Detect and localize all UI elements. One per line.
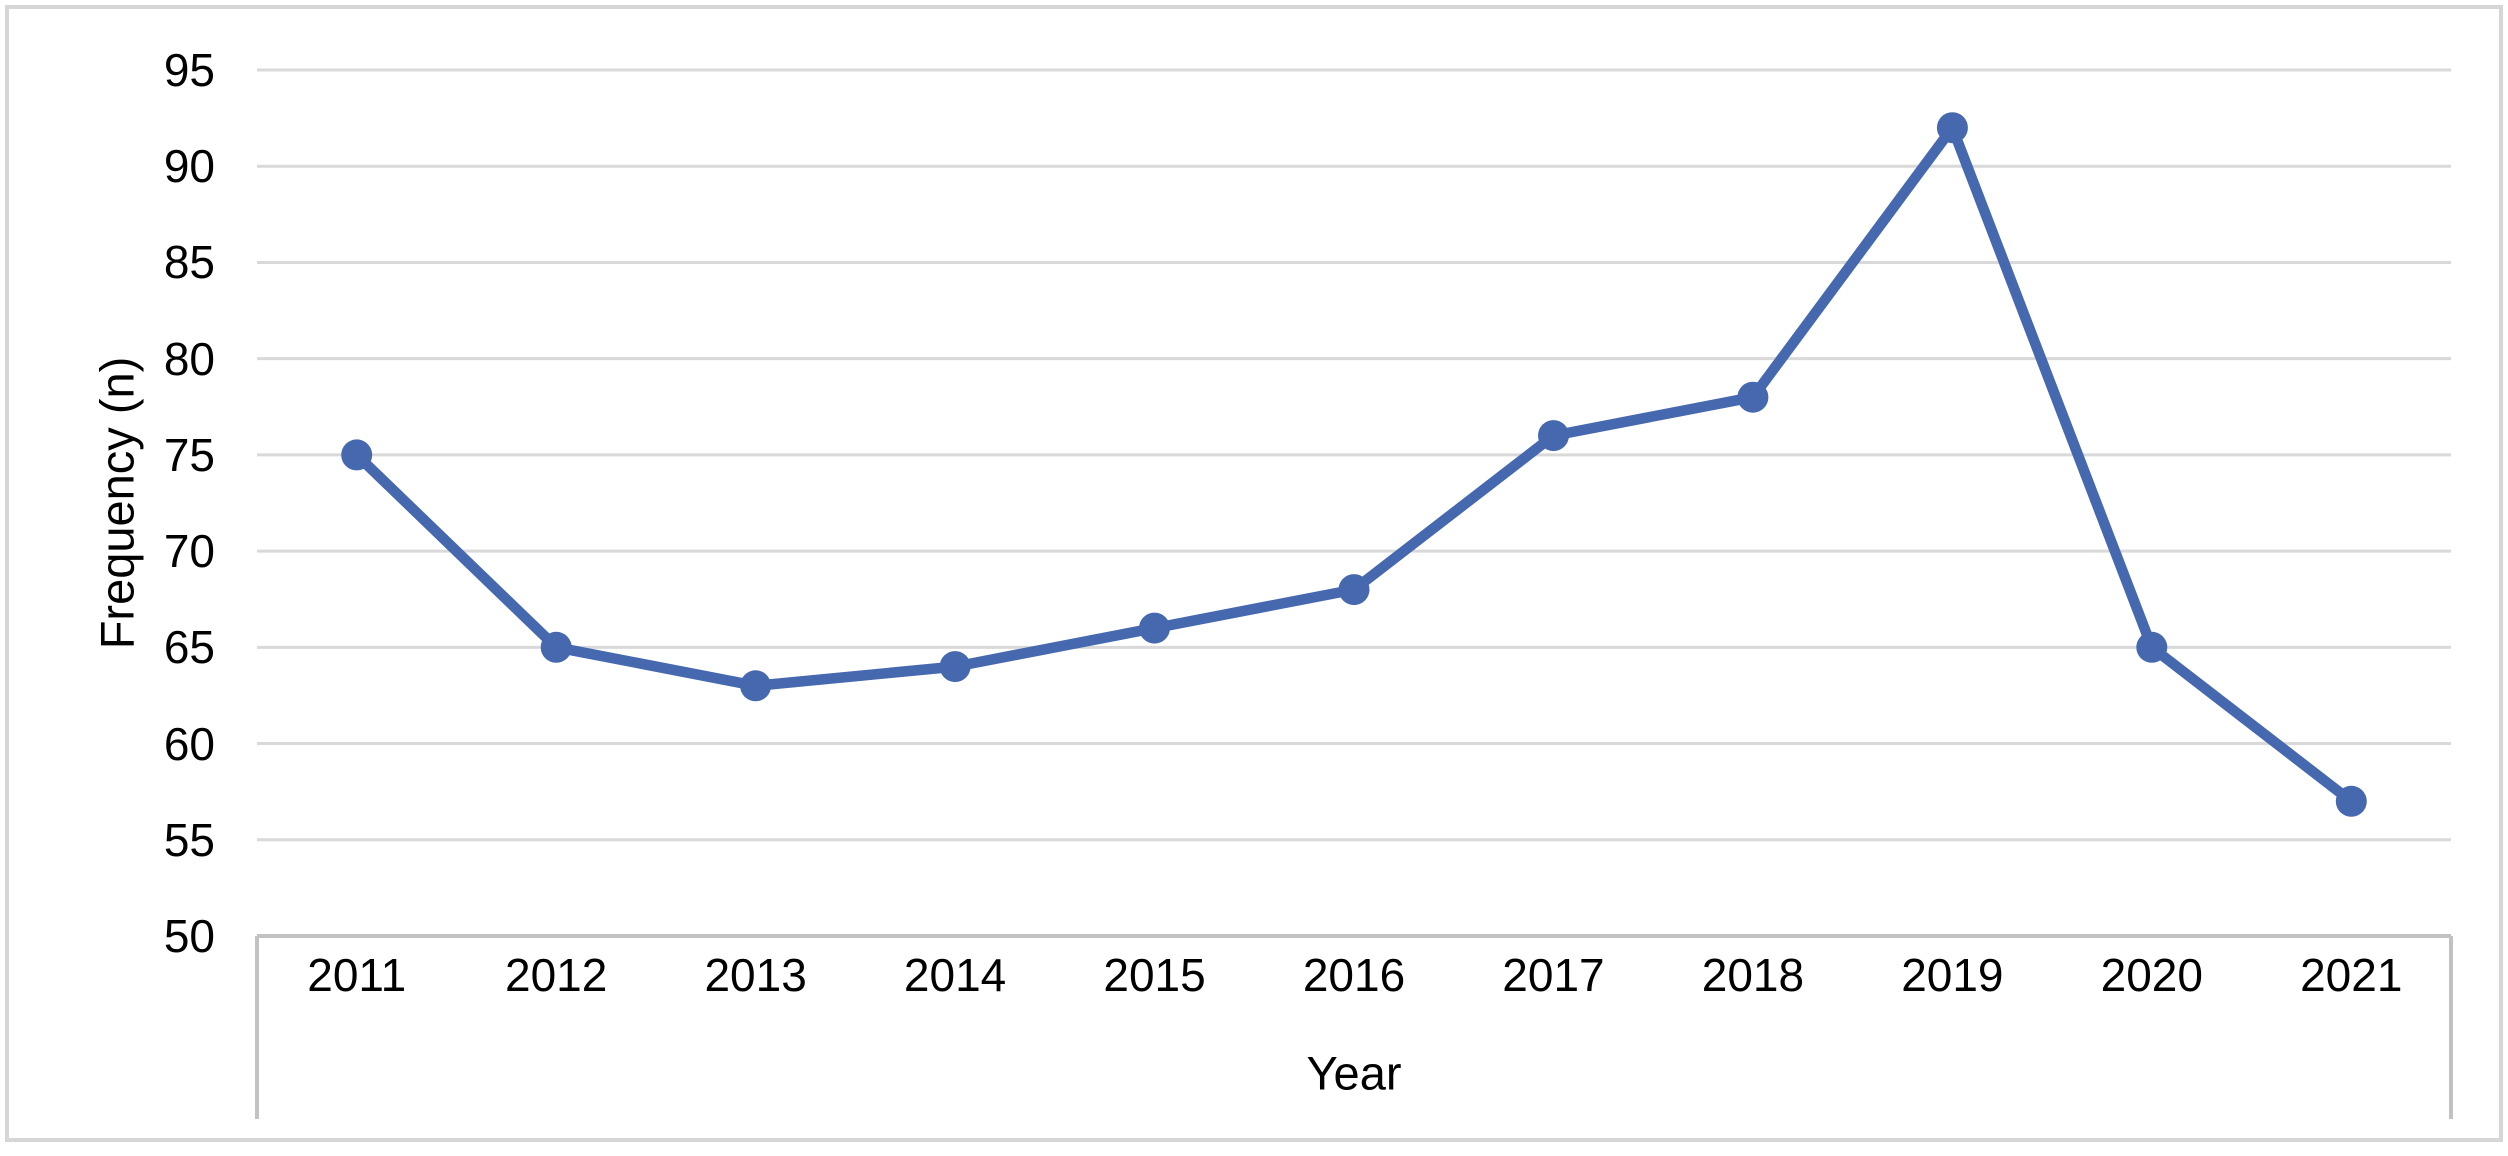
x-axis-tick-label: 2011 [307,949,407,1001]
x-axis-tick-label: 2012 [505,949,608,1001]
y-axis-tick-label: 75 [163,428,215,481]
data-point-marker [1936,112,1968,144]
axis-end-ticks [255,936,2453,1119]
y-axis-title: Frequency (n) [90,356,144,650]
x-axis-tick-label: 2017 [1502,949,1605,1001]
x-axis-tick-label: 2014 [903,949,1007,1001]
x-axis-tick-label: 2021 [2300,949,2403,1001]
data-point-marker [740,670,772,702]
x-axis-tick-label: 2019 [1901,949,2004,1001]
gridlines [257,68,2451,842]
data-point-marker [540,631,572,663]
y-axis-tick-label: 90 [163,140,215,193]
x-axis-tick-label: 2015 [1103,949,1206,1001]
x-axis-title: Year [1306,1046,1402,1100]
y-axis-tick-label: 60 [163,717,215,770]
data-point-marker [2335,785,2367,817]
y-axis-tick-label: 85 [163,236,215,289]
data-point-marker [1139,612,1170,644]
y-axis-tick-label: 80 [163,332,215,385]
data-point-marker [1737,381,1769,413]
x-axis-tick-label: 2020 [2100,949,2203,1001]
y-axis-tick-label: 70 [163,525,215,578]
y-axis-tick-label: 95 [163,44,215,96]
y-axis-tick-label: 55 [163,813,215,866]
x-axis-tick-label: 2016 [1302,949,1406,1001]
x-axis-tick-label: 2018 [1701,949,1805,1001]
x-axis-tick-label: 2013 [704,949,807,1001]
data-point-markers [341,112,2367,817]
plot-svg [255,68,2453,1119]
data-point-marker [2136,631,2168,663]
data-point-marker [1338,574,1370,606]
y-axis-tick-label: 50 [163,910,215,962]
frequency-line-series [351,122,2357,807]
y-axis-tick-label: 65 [163,621,215,674]
series-line [351,122,2357,807]
data-point-marker [341,439,373,471]
data-point-marker [1538,420,1569,452]
chart-frame: 95 90 85 80 75 70 65 60 55 50 2011 2012 2013 2014 201… [5,5,2503,1142]
data-point-marker [939,651,971,683]
